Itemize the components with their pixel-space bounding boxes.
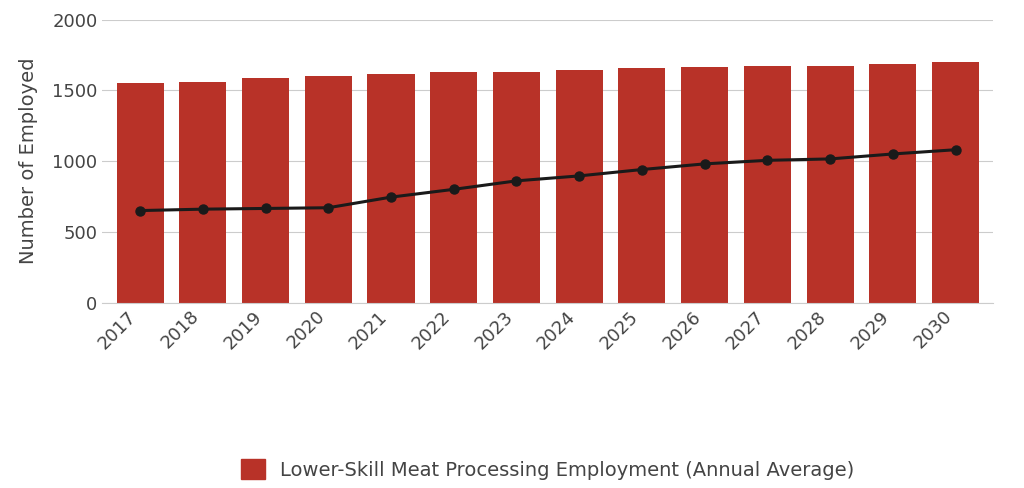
Bar [179,82,226,303]
Bar [117,83,164,303]
Legend: Lower-Skill Meat Processing Employment (Annual Average), Residual Labour Force: Lower-Skill Meat Processing Employment (… [242,460,854,488]
Bar [242,78,289,303]
Bar [493,72,540,303]
Bar [556,70,603,303]
Bar [305,76,352,303]
Bar [807,65,854,303]
Bar [869,64,916,303]
Bar [932,62,979,303]
Bar [368,74,415,303]
Y-axis label: Number of Employed: Number of Employed [19,58,38,264]
Bar [743,66,791,303]
Bar [681,67,728,303]
Bar [430,72,477,303]
Bar [618,68,666,303]
